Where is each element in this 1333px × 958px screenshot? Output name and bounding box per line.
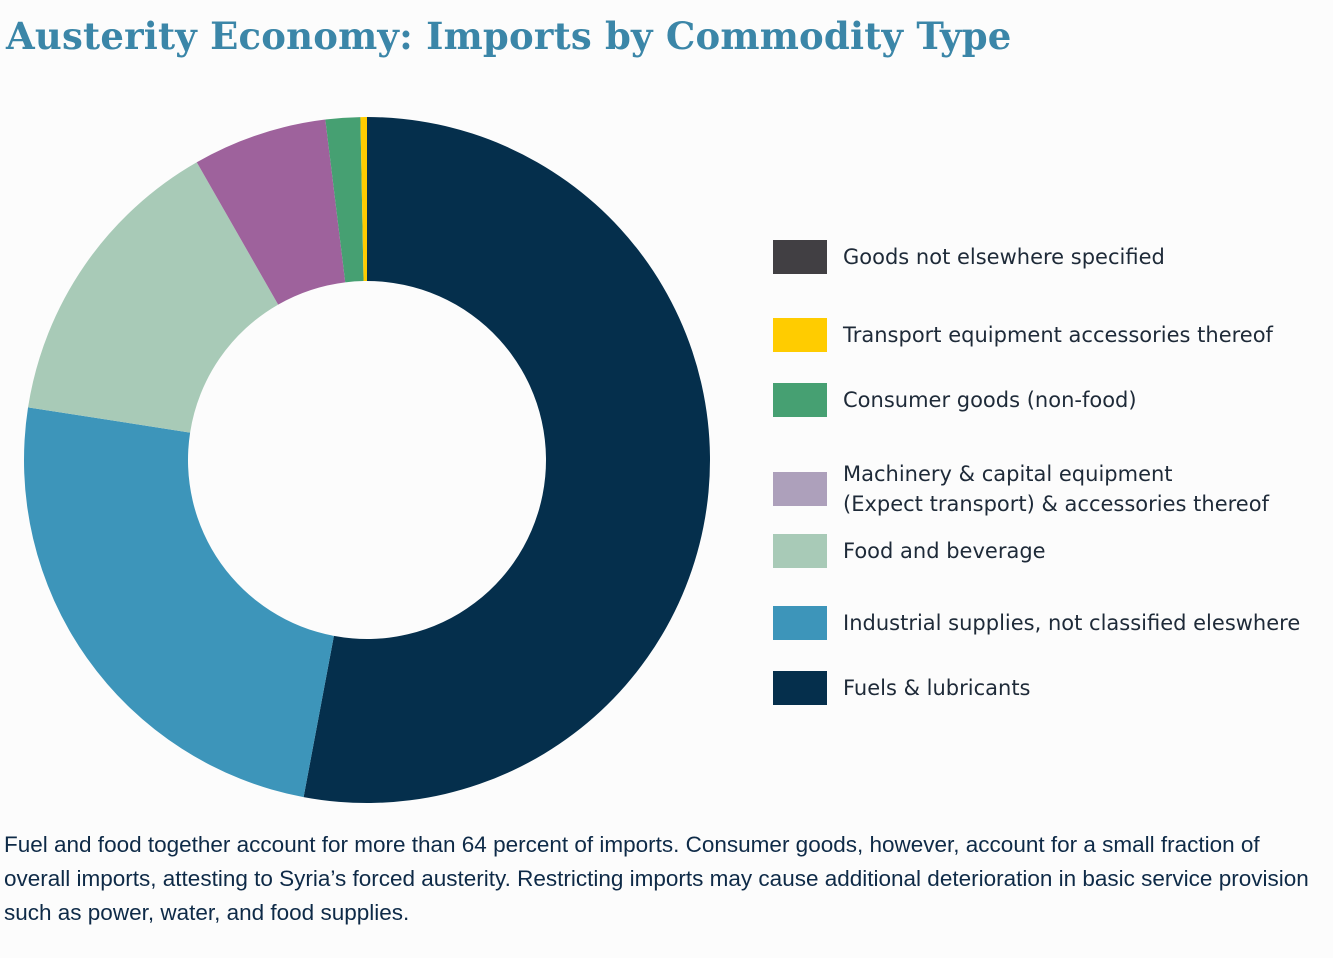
legend-label: Industrial supplies, not classified eles… (843, 611, 1301, 635)
slice-transport-equipment-accessories-thereof (360, 117, 367, 282)
slice-industrial-supplies-not-classified-eleswhere (24, 407, 334, 798)
legend-label: Goods not elsewhere specified (843, 245, 1165, 269)
legend-label: Food and beverage (843, 539, 1046, 563)
chart-caption: Fuel and food together account for more … (4, 832, 1309, 925)
legend-item-food-and-beverage: Food and beverage (773, 534, 1333, 568)
legend-item-consumer-goods-non-food: Consumer goods (non-food) (773, 383, 1333, 417)
slice-consumer-goods-non-food (325, 117, 364, 283)
legend-swatch (773, 671, 827, 705)
legend-item-industrial-supplies-not-classified-eleswhere: Industrial supplies, not classified eles… (773, 606, 1333, 640)
slice-fuels-lubricants (303, 117, 710, 803)
legend-item-fuels-lubricants: Fuels & lubricants (773, 671, 1333, 705)
legend-swatch (773, 383, 827, 417)
legend-swatch (773, 318, 827, 352)
legend-label: Consumer goods (non-food) (843, 388, 1137, 412)
legend-item-goods-not-elsewhere-specified: Goods not elsewhere specified (773, 240, 1333, 274)
slice-machinery-capital-equipment-expect-transport-accessories-thereof (196, 119, 346, 305)
slice-food-and-beverage (28, 162, 279, 433)
legend-swatch (773, 472, 827, 506)
legend-swatch (773, 240, 827, 274)
legend-label: Machinery & capital equipment (Expect tr… (843, 462, 1269, 516)
legend-item-machinery-capital-equipment-expect-transport-accessories-thereof: Machinery & capital equipment (Expect tr… (773, 459, 1333, 519)
donut-chart (24, 117, 710, 803)
legend-label: Fuels & lubricants (843, 676, 1031, 700)
legend-item-transport-equipment-accessories-thereof: Transport equipment accessories thereof (773, 318, 1333, 352)
legend-label: Transport equipment accessories thereof (843, 323, 1273, 347)
chart-title: Austerity Economy: Imports by Commodity … (6, 14, 1012, 58)
legend-swatch (773, 606, 827, 640)
legend-swatch (773, 534, 827, 568)
